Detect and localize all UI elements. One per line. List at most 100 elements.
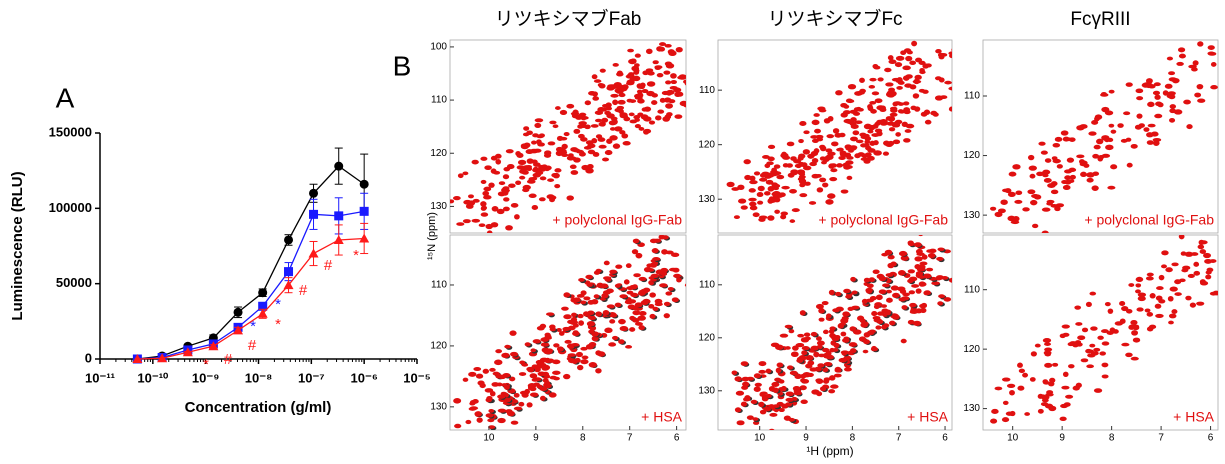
peak [744,174,752,181]
peak [695,40,702,45]
peak [518,372,527,376]
peak [539,386,548,392]
peak [915,288,922,294]
peak [476,417,483,423]
peak [538,133,545,138]
peak [823,361,833,367]
peak [1024,412,1031,416]
peak [765,179,774,185]
peak [1060,130,1069,136]
peak [1194,92,1202,98]
peak [894,62,903,68]
peak [851,305,860,310]
peak [540,342,550,347]
marker [334,211,344,221]
peak [761,396,769,402]
annotation: # [224,351,233,368]
peak [798,153,806,159]
peak [1168,313,1177,319]
peak [597,137,606,142]
peak [1108,123,1115,128]
peak [949,53,952,59]
peak [544,334,552,340]
peak [1189,302,1197,308]
peak [894,119,903,125]
peak [559,136,568,141]
peak [595,368,602,374]
peak [671,297,679,303]
nmr-y-title: ¹⁵N (ppm) [426,212,438,260]
peak [659,283,668,288]
peak [558,331,565,336]
peak [468,371,477,377]
peak [918,88,926,93]
peak [516,152,524,158]
peak [878,289,887,295]
peak [759,173,766,178]
marker [359,206,369,216]
peak [886,297,893,303]
peak [578,320,585,326]
peak [1212,290,1218,296]
y-tick-label: 130 [963,210,980,221]
peak [631,317,640,323]
peak [697,262,703,266]
peak [923,290,931,296]
peak [602,157,610,162]
peak [1002,400,1009,405]
peak [879,107,887,113]
peak [811,138,819,144]
peak [628,112,635,117]
peak [1018,368,1025,374]
y-tick-label: 120 [430,148,447,159]
peak [758,401,765,408]
peak [877,77,884,82]
peak [663,313,670,319]
peak [944,80,952,85]
peak [533,162,541,167]
peak [937,301,944,306]
y-tick-label: 110 [699,85,715,96]
peak [1107,185,1116,190]
peak [578,278,585,282]
peak [1171,262,1179,267]
x-tick-label: 8 [580,433,586,444]
peak [836,147,844,152]
peak [1017,362,1023,368]
peak [848,149,854,153]
peak [1197,41,1204,47]
peak [498,374,507,380]
peak [740,361,749,367]
spectrum-label: + polyclonal IgG-Fab [818,212,948,228]
peak [604,150,613,156]
peak [652,257,661,261]
peak [1005,411,1014,416]
peak [529,392,539,397]
peak [754,382,762,387]
peak [611,335,619,340]
peak [567,353,576,357]
peak [592,96,600,101]
peak [581,355,589,360]
peak [508,183,516,188]
peak [577,364,584,371]
peak [780,214,787,220]
peak [1096,138,1104,145]
peak [1046,199,1055,204]
peak [809,161,817,167]
peak [910,105,917,111]
peak [627,48,634,53]
peak [541,164,548,169]
peak [594,118,603,123]
peak [866,283,874,289]
peak [650,273,659,279]
peak [888,115,896,122]
peak [884,67,892,73]
peak [1158,274,1165,281]
peak [469,399,477,405]
peak [450,199,455,204]
peak [1146,132,1154,138]
peak [826,134,835,139]
peak [486,230,493,233]
peak [618,339,625,345]
